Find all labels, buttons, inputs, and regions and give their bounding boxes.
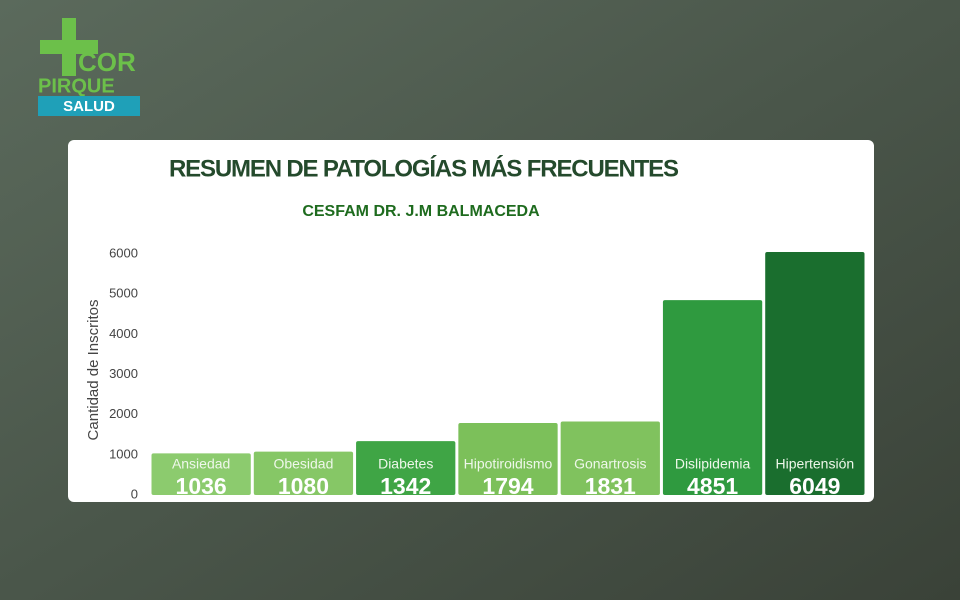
bar-category-label: Gonartrosis [574,456,646,472]
y-tick-label: 4000 [109,326,138,341]
bar [151,453,251,495]
bar-category-label: Diabetes [378,456,433,472]
y-tick-label: 0 [131,486,138,501]
logo-text: SALUD [63,98,115,115]
bar-value-label: 6049 [789,473,840,499]
y-tick-label: 5000 [109,286,138,301]
y-tick-label: 1000 [109,446,138,461]
logo-text: PIRQUE [38,75,115,97]
y-tick-label: 2000 [109,406,138,421]
y-axis-label: Cantidad de Inscritos [85,300,102,441]
chart-title: RESUMEN DE PATOLOGÍAS MÁS FRECUENTES [169,154,679,182]
y-tick-label: 3000 [109,366,138,381]
bar-value-label: 4851 [687,473,738,499]
bar [765,252,865,495]
logo: COR PIRQUE SALUD [38,18,140,116]
bar-category-label: Ansiedad [172,456,230,472]
bar-value-label: 1342 [380,473,431,499]
chart-subtitle: CESFAM DR. J.M BALMACEDA [302,203,540,220]
bar-value-label: 1794 [482,473,533,499]
bar-category-label: Hipotiroidismo [464,456,553,472]
bar-category-label: Dislipidemia [675,456,751,472]
bar [356,441,456,495]
logo-band [38,96,140,116]
bar-value-label: 1080 [278,473,329,499]
logo-text: COR [78,47,136,77]
bar-value-label: 1036 [176,473,227,499]
bar-category-label: Obesidad [273,456,333,472]
y-tick-label: 6000 [109,245,138,260]
bar [458,422,558,495]
bar [560,421,660,495]
bar-value-label: 1831 [585,473,636,499]
bar [253,451,354,495]
bar [662,300,763,495]
bar-category-label: Hipertensión [776,456,855,472]
logo-cross [40,18,98,76]
